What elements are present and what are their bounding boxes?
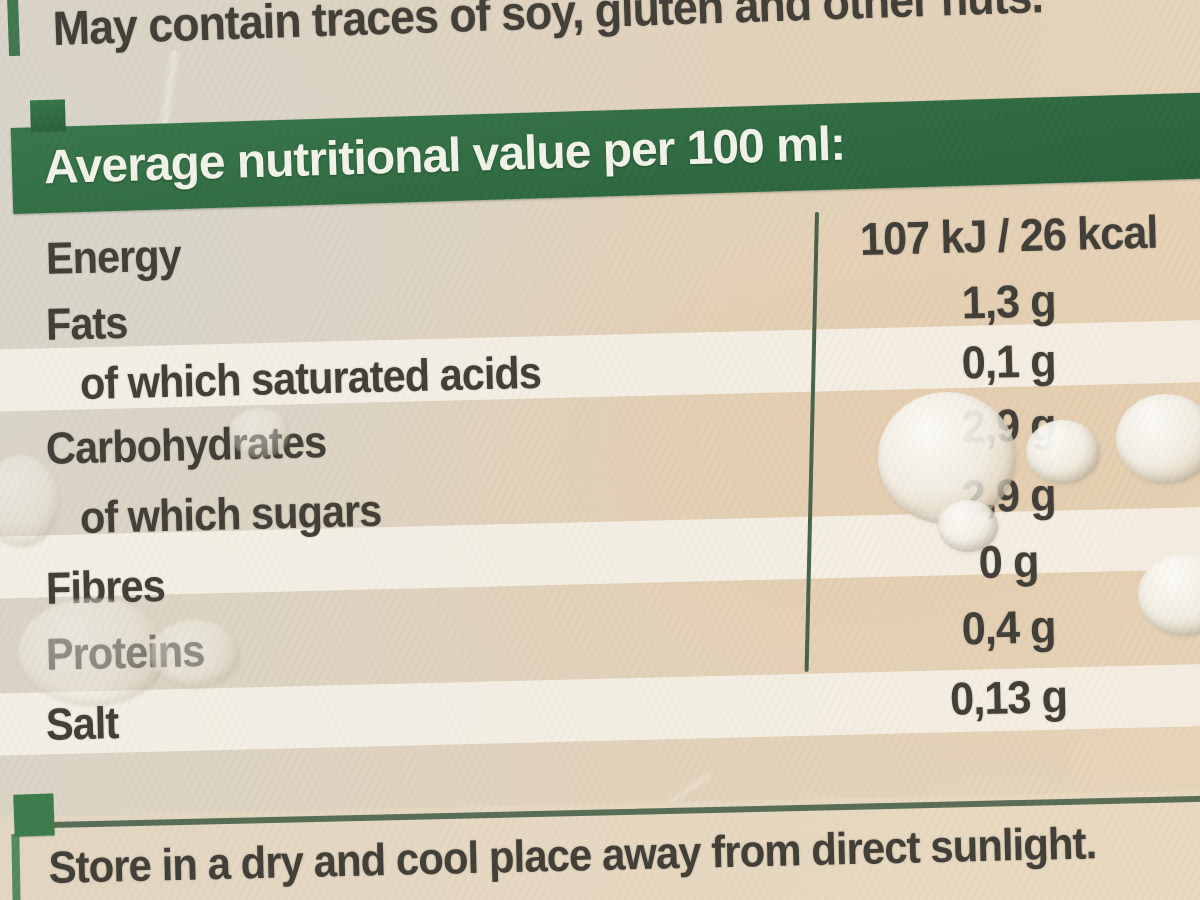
water-droplet: [0, 455, 60, 547]
green-edge-tick: [6, 0, 21, 57]
header-bar-tab: [29, 99, 66, 133]
nutrient-name: Energy: [45, 229, 182, 284]
table-title: Average nutritional value per 100 ml:: [43, 117, 846, 195]
nutrient-value: 1,3 g: [961, 274, 1057, 329]
nutrient-name: Fats: [45, 296, 129, 350]
nutrient-value: 0,1 g: [961, 334, 1057, 389]
water-droplet: [150, 620, 240, 688]
allergen-note: May contain traces of soy, gluten and ot…: [52, 0, 1200, 57]
water-droplet: [878, 392, 1016, 524]
allergen-note-text: May contain traces of soy, gluten and ot…: [52, 0, 1044, 56]
nutrient-value: 107 kJ / 26 kcal: [859, 205, 1159, 265]
nutrient-name: of which sugars: [79, 484, 382, 544]
water-droplet: [1116, 394, 1200, 484]
nutrient-name: of which saturated acids: [79, 346, 542, 410]
nutrient-value: 0,13 g: [949, 669, 1068, 725]
green-edge-line: [11, 833, 21, 900]
water-droplet: [1026, 420, 1100, 484]
nutrient-value: 0,4 g: [961, 600, 1057, 655]
water-droplet: [230, 408, 290, 458]
green-corner-marker: [13, 793, 55, 837]
nutrient-value: 0 g: [978, 534, 1040, 589]
water-droplet: [938, 500, 998, 552]
table-header-bar: Average nutritional value per 100 ml:: [10, 89, 1200, 214]
water-droplet: [18, 598, 168, 706]
